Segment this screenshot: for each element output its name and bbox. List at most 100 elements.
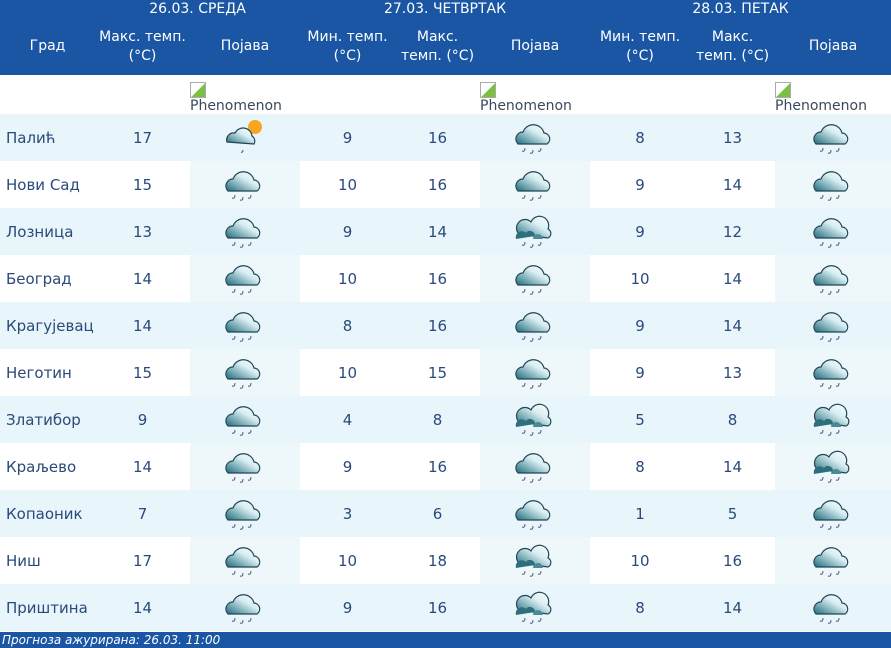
day-header: 26.03. СРЕДА <box>95 0 300 18</box>
col-max: Макс. темп. (°C) <box>690 18 776 75</box>
rain-icon <box>480 161 591 208</box>
col-city: Град <box>0 18 95 75</box>
max-temp: 16 <box>395 161 480 208</box>
clouds-rain-icon <box>775 443 891 490</box>
min-temp: 8 <box>590 443 691 490</box>
col-phen: Појава <box>775 18 891 75</box>
max-temp: 16 <box>395 584 480 631</box>
city-name: Палић <box>0 114 95 161</box>
rain-icon <box>775 255 891 302</box>
rain-icon <box>480 349 591 396</box>
rain-icon <box>190 349 300 396</box>
min-temp: 10 <box>300 255 395 302</box>
rain-icon <box>775 161 891 208</box>
min-temp: 5 <box>590 396 691 443</box>
min-temp: 9 <box>590 349 691 396</box>
max-temp: 18 <box>395 537 480 584</box>
rain-icon <box>190 396 300 443</box>
city-name: Крагујевац <box>0 302 95 349</box>
col-phen: Појава <box>480 18 591 75</box>
rain-icon <box>775 584 891 631</box>
rain-icon <box>190 255 300 302</box>
min-temp: 9 <box>300 584 395 631</box>
min-temp: 9 <box>300 208 395 255</box>
max-temp: 5 <box>690 490 776 537</box>
rain-icon <box>190 490 300 537</box>
max-temp: 16 <box>395 443 480 490</box>
max-temp: 16 <box>395 114 480 161</box>
city-name: Нови Сад <box>0 161 95 208</box>
min-temp: 9 <box>590 208 691 255</box>
rain-icon <box>775 208 891 255</box>
min-temp: 9 <box>300 443 395 490</box>
broken-image: Phenomenon <box>480 75 591 114</box>
broken-image: Phenomenon <box>775 75 891 114</box>
updated-footer: Прогноза ажурирана: 26.03. 11:00 <box>0 632 891 648</box>
max-temp: 14 <box>95 584 190 631</box>
max-temp: 16 <box>395 255 480 302</box>
rain-icon <box>480 443 591 490</box>
table-row: Палић 17 9 16 8 13 <box>0 114 891 161</box>
max-temp: 6 <box>395 490 480 537</box>
broken-image-icon <box>480 82 496 98</box>
rain-icon <box>480 114 591 161</box>
rain-icon <box>480 255 591 302</box>
max-temp: 9 <box>95 396 190 443</box>
rain-icon <box>190 208 300 255</box>
min-temp: 3 <box>300 490 395 537</box>
min-temp: 8 <box>590 114 691 161</box>
table-row: Београд 14 10 16 10 14 <box>0 255 891 302</box>
max-temp: 14 <box>395 208 480 255</box>
max-temp: 16 <box>690 537 776 584</box>
min-temp: 9 <box>590 302 691 349</box>
rain-icon <box>480 490 591 537</box>
max-temp: 13 <box>690 349 776 396</box>
city-name: Златибор <box>0 396 95 443</box>
min-temp: 4 <box>300 396 395 443</box>
col-max: Макс. темп. (°C) <box>395 18 480 75</box>
min-temp: 10 <box>300 349 395 396</box>
city-name: Приштина <box>0 584 95 631</box>
forecast-table: 26.03. СРЕДА 27.03. ЧЕТВРТАК 28.03. ПЕТА… <box>0 0 891 631</box>
rain-icon <box>190 302 300 349</box>
clouds-rain-icon <box>480 584 591 631</box>
image-alt-text: Phenomenon <box>480 98 572 114</box>
rain-icon <box>775 490 891 537</box>
max-temp: 12 <box>690 208 776 255</box>
image-alt-text: Phenomenon <box>775 98 867 114</box>
max-temp: 14 <box>690 302 776 349</box>
max-temp: 8 <box>690 396 776 443</box>
min-temp: 9 <box>300 114 395 161</box>
max-temp: 17 <box>95 537 190 584</box>
broken-image: Phenomenon <box>190 75 300 114</box>
day-header: 27.03. ЧЕТВРТАК <box>300 0 591 18</box>
max-temp: 16 <box>395 302 480 349</box>
col-max: Макс. темп. (°C) <box>95 18 190 75</box>
rain-icon <box>480 302 591 349</box>
header-spacer <box>0 0 95 18</box>
max-temp: 14 <box>690 443 776 490</box>
min-temp: 10 <box>300 537 395 584</box>
rain-icon <box>190 161 300 208</box>
broken-image-icon <box>190 82 206 98</box>
clouds-rain-icon <box>480 396 591 443</box>
max-temp: 13 <box>95 208 190 255</box>
max-temp: 14 <box>690 161 776 208</box>
col-min: Мин. темп. (°C) <box>590 18 691 75</box>
rain-icon <box>190 443 300 490</box>
min-temp: 8 <box>300 302 395 349</box>
clouds-rain-icon <box>480 537 591 584</box>
rain-icon <box>775 349 891 396</box>
max-temp: 13 <box>690 114 776 161</box>
table-row: Нови Сад 15 10 16 9 14 <box>0 161 891 208</box>
min-temp: 10 <box>590 255 691 302</box>
image-alt-text: Phenomenon <box>190 98 282 114</box>
max-temp: 14 <box>690 584 776 631</box>
table-row: Краљево 14 9 16 8 14 <box>0 443 891 490</box>
city-name: Ниш <box>0 537 95 584</box>
day-header: 28.03. ПЕТАК <box>590 0 891 18</box>
rain-icon <box>775 114 891 161</box>
rain-icon <box>775 302 891 349</box>
table-row: Лозница 13 9 14 9 12 <box>0 208 891 255</box>
max-temp: 15 <box>95 349 190 396</box>
